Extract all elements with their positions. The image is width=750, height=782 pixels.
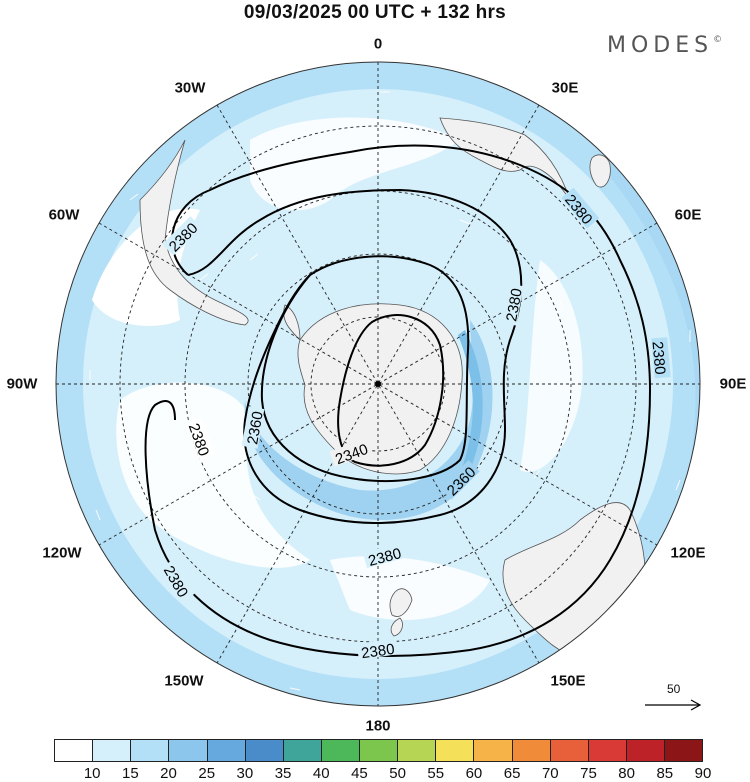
colorbar-tick-label: 50 (389, 765, 406, 782)
shading-white-patch (116, 382, 310, 568)
colorbar-tick-label: 80 (618, 765, 635, 782)
colorbar-bin (283, 740, 322, 761)
lon-label-60e: 60E (674, 206, 702, 224)
colorbar-bin (55, 740, 94, 761)
lon-label-60w: 60W (48, 206, 80, 224)
colorbar-bin (474, 740, 513, 761)
colorbar-tick-label: 20 (160, 765, 177, 782)
shading-white-patch (250, 117, 460, 211)
contour-label: 2380 (503, 287, 526, 323)
colorbar-tick-label: 40 (312, 765, 330, 782)
map-border (55, 61, 701, 707)
colorbar-tick-label: 45 (351, 765, 368, 782)
reference-vector-arrow (645, 699, 702, 711)
height-contours (144, 144, 652, 657)
colorbar-bin (588, 740, 627, 761)
map-title: 09/03/2025 00 UTC + 132 hrs (243, 2, 507, 23)
lon-label-0: 0 (373, 35, 383, 53)
lon-label-120e: 120E (670, 544, 706, 562)
brand-logo: MODES© (607, 33, 723, 58)
shading-inner-jet-core (458, 330, 483, 470)
lon-label-30w: 30W (174, 79, 206, 97)
colorbar-tick-label: 55 (427, 765, 445, 782)
shading-southwest-jet (100, 560, 280, 700)
graticule (56, 62, 700, 706)
reference-vector-label: 50 (667, 682, 681, 696)
colorbar-bin (93, 740, 132, 761)
lon-label-90e: 90E (719, 375, 747, 393)
colorbar-bin (512, 740, 551, 761)
wind-vectors (89, 91, 691, 693)
colorbar-bin (169, 740, 208, 761)
colorbar-tick-label: 90 (694, 765, 712, 782)
colorbar-tick-label: 85 (656, 765, 674, 782)
colorbar-bin (245, 740, 284, 761)
colorbar-bin (398, 740, 437, 761)
colorbar-tick-label: 15 (122, 765, 139, 782)
new-zealand (389, 588, 413, 617)
new-zealand (390, 617, 403, 637)
colorbar-tick-label: 10 (83, 765, 101, 782)
contour-label: 2380 (360, 641, 395, 662)
colorbar-bin (207, 740, 246, 761)
colorbar-bin (360, 740, 399, 761)
antarctic-peninsula (283, 304, 301, 341)
colorbar-tick-label: 60 (465, 765, 483, 782)
colorbar-tick-label: 35 (274, 765, 292, 782)
colorbar-bin (550, 740, 589, 761)
lon-label-150e: 150E (550, 672, 586, 690)
lon-label-90w: 90W (6, 375, 38, 393)
colorbar-tick-label: 70 (541, 765, 559, 782)
shading-white-patch (520, 260, 583, 472)
south-america (139, 139, 249, 326)
colorbar-tick-label: 75 (580, 765, 597, 782)
colorbar (54, 739, 703, 762)
colorbar-bin (665, 740, 703, 761)
madagascar (589, 154, 611, 188)
lon-label-150w: 150W (164, 672, 204, 690)
colorbar-bin (131, 740, 170, 761)
colorbar-bin (626, 740, 665, 761)
colorbar-tick-label: 25 (198, 765, 216, 782)
shading-white-patch (330, 556, 490, 620)
lon-label-180: 180 (365, 717, 391, 735)
contour-label: 2360 (244, 410, 267, 446)
contour-label: 2380 (649, 341, 669, 376)
lon-label-30e: 30E (551, 79, 579, 97)
colorbar-bin (436, 740, 475, 761)
south-pole-dot (375, 381, 381, 387)
colorbar-tick-label: 30 (236, 765, 254, 782)
colorbar-tick-label: 65 (503, 765, 521, 782)
colorbar-bin (321, 740, 360, 761)
lon-label-120w: 120W (42, 544, 82, 562)
